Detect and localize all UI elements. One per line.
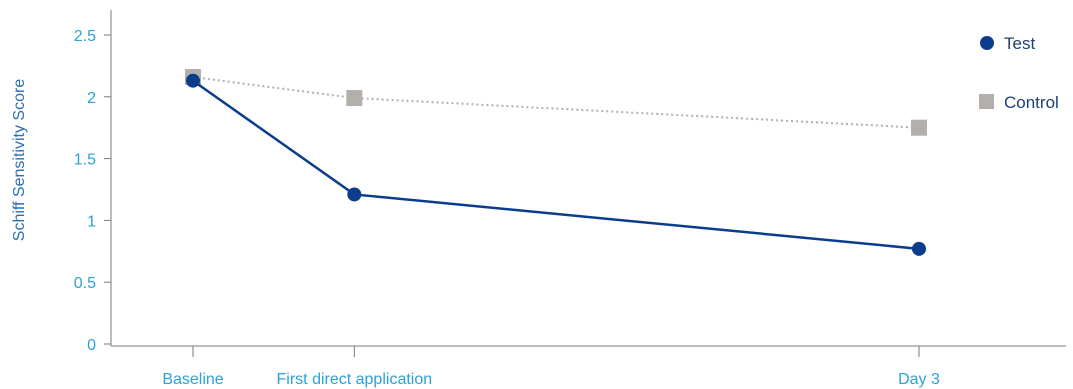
y-axis-title: Schiff Sensitivity Score [11,79,28,242]
legend-label-test: Test [1004,34,1035,53]
y-tick-label: 1 [87,213,96,230]
series-line-control [192,76,920,129]
y-tick-label: 2.5 [74,28,96,45]
y-tick-label: 1.5 [74,152,96,169]
data-point-test [186,73,200,88]
y-tick-label: 0.5 [74,275,96,292]
x-tick-label: Baseline [162,371,223,388]
y-tick-label: 2 [87,90,96,107]
data-point-control [911,119,927,136]
legend-marker-test [980,36,994,50]
y-axis-ticks: 0 0.5 1 1.5 2 2.5 [74,28,111,354]
series-line-test [192,79,920,251]
series-layer [185,69,927,256]
legend-label-control: Control [1004,93,1059,112]
data-point-test [912,241,926,256]
x-axis-ticks: Baseline First direct application Day 3 [162,346,940,388]
x-tick-label: Day 3 [898,371,940,388]
legend-marker-control [979,94,994,109]
data-point-test [347,187,362,202]
legend: Test Control [979,34,1059,112]
x-tick-label: First direct application [277,371,433,388]
data-point-control [346,90,363,107]
y-tick-label: 0 [87,337,96,354]
